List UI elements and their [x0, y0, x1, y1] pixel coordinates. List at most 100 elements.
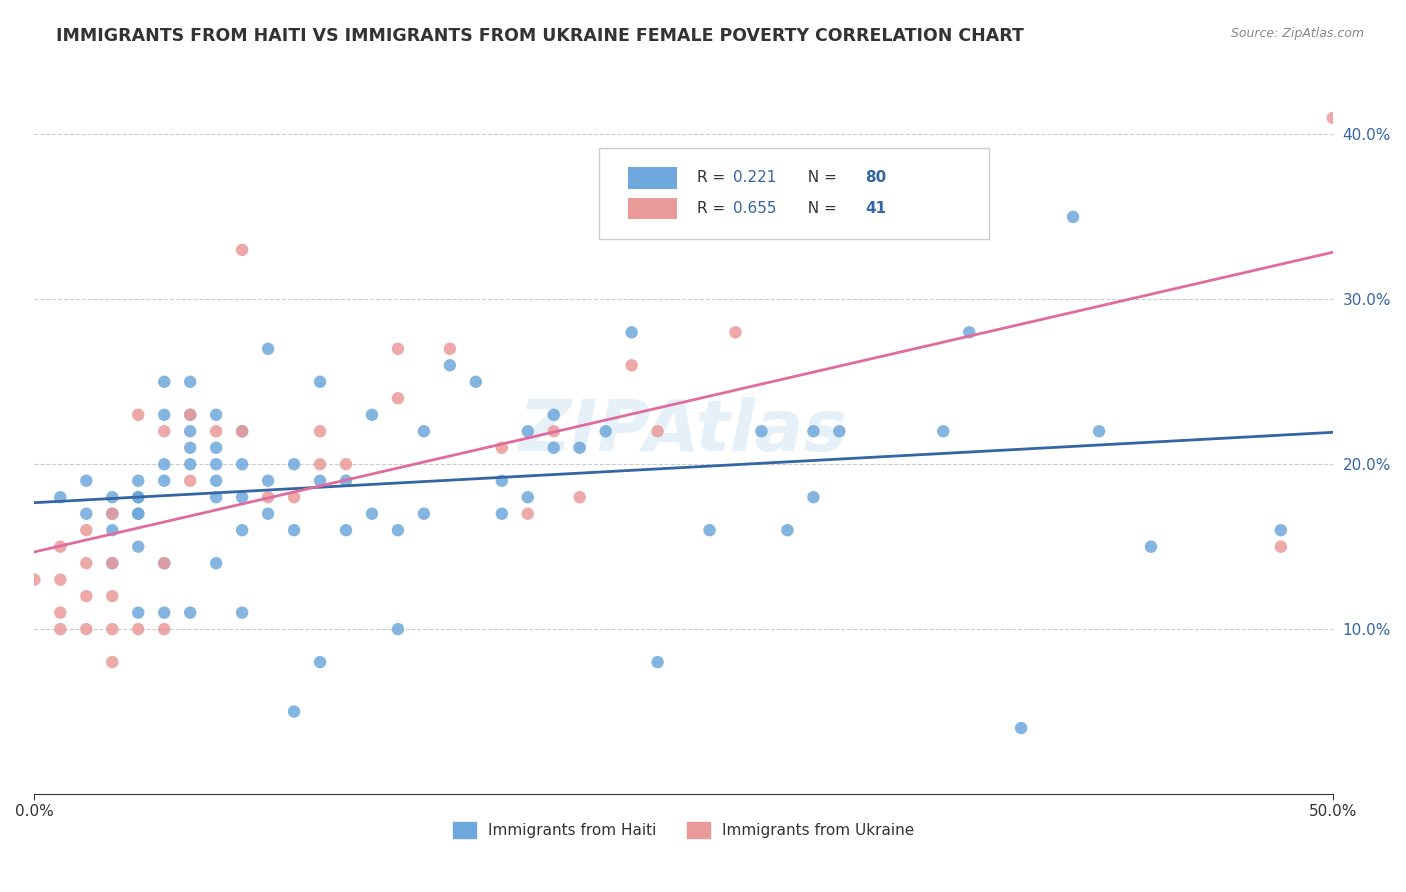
Point [205, 441, 228, 455]
Point [153, 424, 176, 438]
Point [49, 490, 72, 504]
Point [205, 556, 228, 570]
Point [309, 375, 332, 389]
Bar [627, 198, 678, 219]
Point [101, 490, 124, 504]
Text: 80: 80 [865, 169, 887, 185]
Point [101, 507, 124, 521]
Point [101, 556, 124, 570]
Point [49, 540, 72, 554]
Point [309, 424, 332, 438]
Point [387, 622, 409, 636]
Point [257, 474, 280, 488]
Point [75, 556, 97, 570]
Point [776, 523, 799, 537]
Point [1010, 721, 1032, 735]
Text: 0.655: 0.655 [733, 201, 776, 216]
Text: R =: R = [696, 201, 730, 216]
Point [231, 424, 253, 438]
Point [231, 523, 253, 537]
Point [205, 474, 228, 488]
Point [828, 424, 851, 438]
Point [1140, 540, 1163, 554]
Point [387, 392, 409, 406]
Point [464, 375, 486, 389]
Point [751, 424, 773, 438]
Point [283, 490, 305, 504]
Point [283, 705, 305, 719]
Point [179, 408, 201, 422]
Point [179, 457, 201, 471]
Point [957, 326, 980, 340]
Point [205, 457, 228, 471]
Point [153, 556, 176, 570]
Point [309, 474, 332, 488]
FancyBboxPatch shape [599, 148, 988, 239]
Point [361, 507, 384, 521]
Point [439, 359, 461, 373]
Point [101, 622, 124, 636]
Text: IMMIGRANTS FROM HAITI VS IMMIGRANTS FROM UKRAINE FEMALE POVERTY CORRELATION CHAR: IMMIGRANTS FROM HAITI VS IMMIGRANTS FROM… [56, 27, 1024, 45]
Point [672, 227, 695, 241]
Text: 41: 41 [865, 201, 886, 216]
Point [647, 655, 669, 669]
Point [127, 622, 149, 636]
Point [543, 441, 565, 455]
Bar [627, 167, 678, 189]
Point [335, 474, 357, 488]
Text: N =: N = [797, 201, 841, 216]
Point [49, 622, 72, 636]
Point [335, 523, 357, 537]
Point [491, 441, 513, 455]
Point [309, 457, 332, 471]
Point [75, 523, 97, 537]
Point [803, 424, 825, 438]
Point [595, 424, 617, 438]
Point [231, 606, 253, 620]
Point [127, 408, 149, 422]
Text: Source: ZipAtlas.com: Source: ZipAtlas.com [1230, 27, 1364, 40]
Point [231, 243, 253, 257]
Point [1322, 111, 1344, 125]
Point [231, 490, 253, 504]
Point [179, 474, 201, 488]
Point [932, 424, 955, 438]
Point [179, 408, 201, 422]
Point [620, 359, 643, 373]
Point [491, 474, 513, 488]
Point [412, 424, 434, 438]
Text: N =: N = [797, 169, 841, 185]
Point [361, 408, 384, 422]
Point [153, 408, 176, 422]
Point [257, 490, 280, 504]
Point [127, 507, 149, 521]
Point [620, 326, 643, 340]
Legend: Immigrants from Haiti, Immigrants from Ukraine: Immigrants from Haiti, Immigrants from U… [447, 816, 921, 845]
Point [153, 457, 176, 471]
Point [49, 606, 72, 620]
Point [49, 573, 72, 587]
Point [127, 507, 149, 521]
Point [231, 457, 253, 471]
Point [1062, 210, 1084, 224]
Point [179, 606, 201, 620]
Point [179, 441, 201, 455]
Point [22, 573, 45, 587]
Point [543, 408, 565, 422]
Point [101, 556, 124, 570]
Point [127, 490, 149, 504]
Point [335, 457, 357, 471]
Point [205, 408, 228, 422]
Point [699, 523, 721, 537]
Point [205, 490, 228, 504]
Point [153, 606, 176, 620]
Point [153, 556, 176, 570]
Point [101, 589, 124, 603]
Point [568, 441, 591, 455]
Point [75, 474, 97, 488]
Point [101, 655, 124, 669]
Point [75, 507, 97, 521]
Point [257, 342, 280, 356]
Point [516, 507, 538, 521]
Text: R =: R = [696, 169, 730, 185]
